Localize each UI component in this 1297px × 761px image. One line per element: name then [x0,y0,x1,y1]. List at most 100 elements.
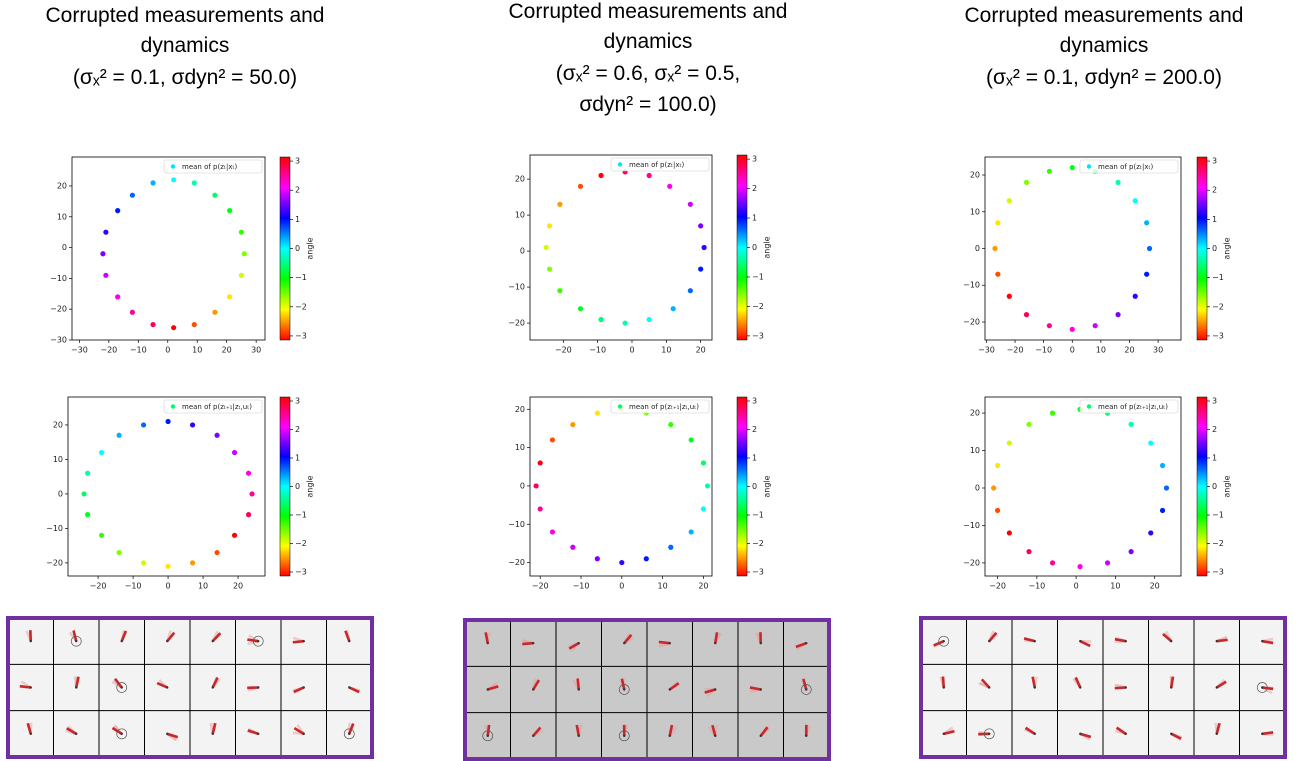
legend-marker [617,162,623,167]
data-point [140,422,147,428]
x-tick-label: 20 [1150,582,1160,591]
data-point [598,316,604,323]
x-tick-label: 0 [619,582,624,591]
x-tick-label: −20 [100,346,117,355]
pendulum [111,726,123,735]
column-title: (σₓ² = 0.1, σdyn² = 200.0) [986,66,1222,89]
pendulum-pivot [1124,639,1127,643]
pendulum-pivot [75,686,78,689]
data-point [98,532,105,538]
pendulum-pivot [211,686,214,689]
x-tick-label: −10 [1028,582,1045,591]
legend-marker [1086,404,1092,409]
data-point [1023,179,1030,185]
colorbar-label: angle [763,236,772,258]
data-point [570,421,576,428]
data-point [622,320,628,326]
data-point [1092,323,1098,329]
data-point [249,491,255,497]
pendulum-pivot [302,732,305,736]
legend-box [1079,399,1179,414]
pendulum [114,677,123,689]
pendulum [568,642,580,650]
x-tick-label: −10 [1035,346,1052,355]
pendulum-ring [800,684,812,695]
pendulum-pivot [714,641,717,645]
x-tick-label: 0 [166,582,171,591]
pendulum [211,632,222,643]
colorbar-label: angle [763,475,772,497]
colorbar-tick-label: 1 [752,214,757,223]
colorbar [1196,156,1208,341]
pendulum-pivot [257,639,260,643]
pendulum-pivot [988,686,991,689]
plot-area [71,156,266,341]
y-tick-label: −20 [508,319,525,328]
pendulum-pivot [805,688,808,691]
data-point [549,437,556,443]
pendulum [933,639,945,647]
pendulum-pivot [668,734,671,738]
data-point [238,272,245,278]
colorbar-tick-label: −2 [295,302,307,311]
colorbar-label: angle [1223,475,1232,497]
pendulum-pivot [348,732,351,736]
legend-box [1079,159,1179,174]
x-tick-label: 20 [222,346,232,355]
pendulum-pivot [714,734,717,738]
colorbar [279,396,291,577]
data-point [231,532,238,538]
pendulum [943,729,955,736]
pendulum [1215,722,1221,735]
colorbar-tick-label: 1 [1212,453,1217,462]
data-point [227,208,233,214]
data-point [238,229,245,235]
colorbar-tick-label: 1 [295,453,300,462]
pendulum [292,639,304,644]
colorbar-tick-label: 3 [1212,396,1217,405]
pendulum [74,676,80,688]
column-title: Corrupted measurements and [965,4,1244,27]
data-point [214,549,220,556]
x-tick-label: 10 [661,346,671,355]
grid-frame [919,616,1287,759]
colorbar-tick-label: 2 [752,184,757,193]
pendulum [1074,676,1082,689]
colorbar-tick-label: 0 [1212,482,1217,491]
data-point [1006,530,1012,536]
pendulum-pivot [623,688,626,691]
pendulum-pivot [211,732,214,736]
pendulum [749,686,761,691]
pendulum-ring [938,635,950,647]
column-title: (σₓ² = 0.6, σₓ² = 0.5, [556,62,740,85]
data-point [1148,440,1154,446]
plot-area [984,396,1182,577]
data-point [1148,530,1154,536]
data-point [227,294,233,300]
data-point [1128,421,1134,427]
pendulum [941,676,946,688]
colorbar-tick-label: 0 [295,244,300,253]
data-point [994,507,1001,514]
data-point [115,208,121,214]
pendulum [620,678,626,690]
pendulum [66,727,77,735]
data-point [1069,165,1075,171]
pendulum [484,632,490,644]
pendulum [19,684,31,689]
data-point [687,288,693,294]
colorbar-tick-label: 3 [752,396,757,405]
pendulum-pivot [714,688,717,691]
pendulum [1079,639,1091,648]
pendulum-ring [618,730,630,742]
x-tick-label: 20 [233,582,243,591]
data-point [1049,560,1056,566]
pendulum-pivot [1079,686,1082,689]
colorbar-tick-label: 2 [1212,186,1217,195]
pendulum-pivot [166,686,169,689]
pendulum [1114,637,1126,643]
